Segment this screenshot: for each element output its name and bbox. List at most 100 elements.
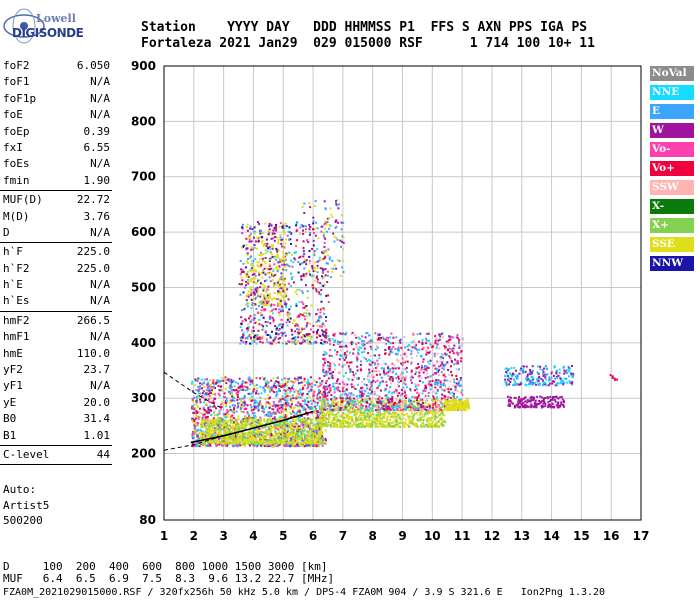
- echo-point: [233, 434, 235, 437]
- echo-point: [381, 400, 384, 403]
- echo-point: [426, 423, 429, 426]
- echo-point: [324, 371, 327, 374]
- echo-point: [332, 385, 335, 388]
- echo-point: [364, 425, 367, 428]
- echo-point: [318, 377, 321, 380]
- echo-point: [199, 407, 201, 410]
- echo-point: [216, 443, 219, 446]
- echo-point: [286, 392, 289, 395]
- echo-point: [422, 371, 425, 374]
- echo-point: [197, 417, 200, 420]
- echo-point: [203, 409, 206, 411]
- echo-point: [439, 406, 442, 409]
- echo-point: [273, 416, 276, 419]
- echo-point: [430, 423, 432, 426]
- echo-point: [449, 338, 452, 341]
- echo-point: [349, 393, 352, 396]
- echo-point: [419, 406, 422, 409]
- echo-point: [359, 424, 362, 427]
- echo-point: [296, 417, 299, 420]
- echo-point: [415, 344, 417, 347]
- echo-point: [280, 426, 283, 429]
- echo-point: [441, 353, 444, 356]
- echo-point: [374, 348, 377, 351]
- echo-point: [422, 346, 425, 349]
- echo-point: [277, 432, 280, 435]
- echo-point: [441, 411, 444, 414]
- echo-point: [227, 443, 230, 446]
- echo-point: [199, 441, 202, 444]
- echo-point: [451, 336, 454, 339]
- echo-point: [416, 388, 418, 391]
- echo-point: [274, 405, 277, 408]
- echo-point: [253, 412, 256, 415]
- echo-point: [327, 404, 330, 407]
- echo-point: [400, 373, 403, 376]
- echo-point: [410, 403, 413, 406]
- echo-point: [253, 417, 256, 420]
- echo-point: [403, 425, 406, 428]
- echo-point: [262, 434, 265, 437]
- echo-point: [387, 425, 390, 428]
- echo-point: [396, 352, 399, 355]
- echo-point: [316, 396, 319, 399]
- echo-point: [450, 388, 453, 391]
- echo-point: [291, 430, 294, 433]
- echo-point: [224, 423, 226, 426]
- echo-point: [342, 424, 344, 427]
- echo-point: [388, 408, 391, 411]
- echo-point: [212, 431, 215, 434]
- echo-point: [293, 377, 296, 380]
- echo-point: [327, 367, 330, 370]
- echo-point: [214, 429, 217, 432]
- echo-point: [462, 338, 465, 341]
- echo-point: [220, 442, 223, 445]
- echo-point: [205, 420, 208, 423]
- echo-point: [448, 392, 451, 395]
- echo-point: [378, 333, 381, 336]
- echo-point: [191, 380, 194, 383]
- echo-point: [283, 421, 286, 423]
- echo-point: [414, 425, 417, 428]
- echo-point: [403, 379, 406, 382]
- echo-point: [395, 377, 398, 380]
- echo-point: [254, 414, 257, 417]
- echo-point: [204, 439, 207, 442]
- echo-point: [352, 424, 355, 427]
- echo-point: [209, 387, 212, 390]
- echo-point: [275, 427, 278, 430]
- echo-point: [284, 392, 287, 395]
- echo-point: [251, 395, 254, 398]
- echo-point: [388, 336, 391, 339]
- echo-point: [414, 406, 417, 409]
- echo-point: [466, 405, 468, 408]
- echo-point: [407, 404, 410, 407]
- echo-point: [387, 406, 390, 409]
- echo-point: [387, 415, 390, 418]
- echo-point: [239, 386, 242, 389]
- echo-point: [397, 406, 400, 409]
- echo-point: [350, 395, 353, 398]
- echo-point: [455, 360, 458, 363]
- echo-point: [413, 413, 416, 416]
- param-separator: [0, 310, 112, 312]
- echo-point: [210, 425, 213, 428]
- echo-point: [401, 375, 404, 378]
- echo-point: [355, 336, 358, 339]
- param-value: 22.72: [76, 193, 110, 207]
- echo-point: [222, 413, 225, 416]
- echo-point: [253, 402, 256, 404]
- echo-point: [273, 437, 276, 440]
- echo-point: [368, 358, 370, 361]
- echo-point: [383, 421, 386, 423]
- echo-point: [336, 407, 339, 410]
- echo-point: [255, 389, 258, 392]
- echo-point: [190, 419, 193, 422]
- echo-point: [354, 400, 356, 403]
- echo-point: [437, 409, 440, 412]
- echo-point: [285, 391, 288, 394]
- echo-point: [256, 421, 258, 424]
- echo-point: [286, 414, 288, 417]
- echo-point: [201, 437, 204, 440]
- echo-point: [319, 381, 322, 384]
